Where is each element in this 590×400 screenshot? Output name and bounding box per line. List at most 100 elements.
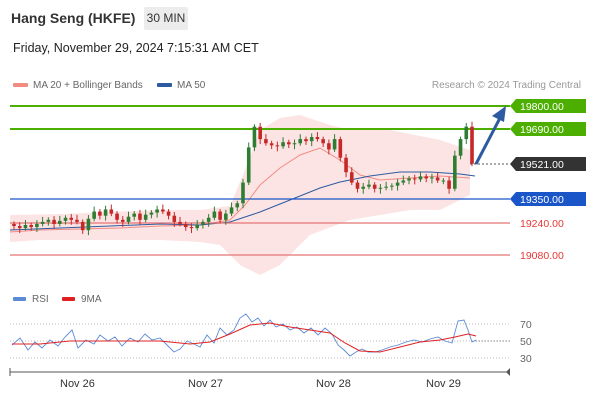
candle-body bbox=[195, 224, 199, 229]
candle-body bbox=[98, 211, 102, 216]
label-19800-text: 19800.00 bbox=[520, 101, 564, 113]
candle-body bbox=[418, 176, 423, 180]
candle-body bbox=[435, 177, 440, 181]
ma9-legend-label: 9MA bbox=[81, 294, 102, 305]
datetime-label: Friday, November 29, 2024 7:15:31 AM CET bbox=[13, 41, 259, 55]
label-19690: 19690.00 bbox=[510, 122, 586, 136]
ma50-label: MA 50 bbox=[177, 80, 206, 91]
candle-body bbox=[275, 145, 280, 147]
candle-body bbox=[252, 126, 257, 148]
candle-body bbox=[458, 139, 463, 156]
candle-body bbox=[292, 143, 297, 145]
candle-body bbox=[390, 185, 394, 187]
candle-body bbox=[287, 142, 291, 145]
candle-body bbox=[218, 211, 222, 220]
rsi-tick-50: 50 bbox=[520, 336, 532, 348]
candle-body bbox=[298, 139, 303, 144]
x-tick-nov26: Nov 26 bbox=[60, 378, 95, 390]
candle-body bbox=[126, 216, 131, 222]
rsi-legend-label: RSI bbox=[32, 294, 49, 305]
label-19240-text: 19240.00 bbox=[520, 218, 564, 230]
candle-body bbox=[332, 139, 337, 150]
candle-body bbox=[46, 219, 51, 222]
bollinger-band bbox=[10, 115, 470, 275]
candle-body bbox=[304, 139, 308, 142]
candle-body bbox=[149, 212, 154, 215]
label-19350-text: 19350.00 bbox=[520, 194, 564, 206]
candle-body bbox=[361, 186, 366, 189]
candle-body bbox=[315, 137, 320, 140]
candle-body bbox=[246, 147, 251, 183]
candle-body bbox=[407, 178, 411, 181]
candle-body bbox=[235, 203, 240, 208]
candle-body bbox=[212, 211, 217, 218]
bollinger-label: MA 20 + Bollinger Bands bbox=[33, 80, 143, 91]
candle-body bbox=[441, 180, 446, 182]
candle-body bbox=[138, 213, 142, 220]
candle-body bbox=[23, 224, 28, 229]
candle-body bbox=[241, 182, 245, 204]
bollinger-swatch bbox=[13, 83, 28, 88]
candle-body bbox=[92, 211, 96, 219]
rsi-tick-70: 70 bbox=[520, 319, 532, 331]
x-tick-nov29: Nov 29 bbox=[426, 378, 461, 390]
candle-body bbox=[453, 155, 457, 189]
credit-text: Research © 2024 Trading Central bbox=[431, 80, 581, 91]
candle-body bbox=[464, 126, 469, 140]
candle-body bbox=[201, 221, 205, 225]
candle-body bbox=[120, 219, 125, 222]
rsi-tick-30: 30 bbox=[520, 353, 532, 365]
label-19800: 19800.00 bbox=[510, 99, 586, 113]
candle-body bbox=[172, 215, 177, 222]
label-19521-box bbox=[510, 157, 586, 171]
instrument-title: Hang Seng (HKFE) bbox=[11, 10, 136, 26]
candle-body bbox=[321, 139, 325, 144]
candle-body bbox=[412, 178, 417, 180]
label-19690-box bbox=[510, 122, 586, 136]
candle-body bbox=[281, 142, 285, 147]
candles-group bbox=[12, 121, 474, 236]
candle-body bbox=[264, 139, 268, 144]
label-19350: 19350.00 bbox=[510, 192, 586, 206]
label-19350-box bbox=[510, 192, 586, 206]
candle-body bbox=[378, 187, 383, 189]
candle-body bbox=[12, 223, 16, 227]
candle-body bbox=[29, 224, 33, 228]
target-arrow-head bbox=[492, 106, 506, 122]
candle-body bbox=[103, 209, 108, 216]
x-tick-nov28: Nov 28 bbox=[316, 378, 351, 390]
label-19800-box bbox=[510, 99, 586, 113]
label-19080-text: 19080.00 bbox=[520, 250, 564, 262]
timeframe-button[interactable]: 30 MIN bbox=[144, 7, 188, 30]
candle-body bbox=[178, 221, 182, 224]
rsi-line bbox=[11, 313, 477, 357]
x-axis-arrow bbox=[506, 368, 510, 376]
rsi-swatch bbox=[13, 297, 26, 301]
candle-body bbox=[161, 209, 165, 212]
candle-body bbox=[166, 211, 171, 216]
candle-body bbox=[40, 221, 45, 224]
legend-ma50: MA 50 bbox=[157, 80, 205, 91]
candle-body bbox=[52, 219, 56, 224]
candle-body bbox=[269, 143, 274, 146]
label-19521-text: 19521.00 bbox=[520, 159, 564, 171]
candle-body bbox=[35, 223, 39, 228]
candle-body bbox=[86, 218, 91, 231]
candle-body bbox=[349, 172, 354, 183]
header-bar: Hang Seng (HKFE) 30 MIN bbox=[0, 0, 590, 36]
ma20-line bbox=[9, 147, 471, 233]
candle-body bbox=[75, 219, 79, 222]
candle-body bbox=[229, 207, 234, 214]
ma50-swatch bbox=[157, 83, 172, 88]
candle-body bbox=[309, 137, 314, 142]
candle-body bbox=[372, 184, 377, 189]
candle-body bbox=[132, 213, 137, 217]
candle-body bbox=[430, 177, 434, 179]
candle-body bbox=[109, 209, 114, 214]
candle-body bbox=[183, 223, 188, 228]
candle-body bbox=[344, 157, 348, 173]
ma9-swatch bbox=[62, 297, 75, 301]
candle-body bbox=[447, 180, 451, 189]
target-arrow-shaft bbox=[474, 117, 502, 165]
